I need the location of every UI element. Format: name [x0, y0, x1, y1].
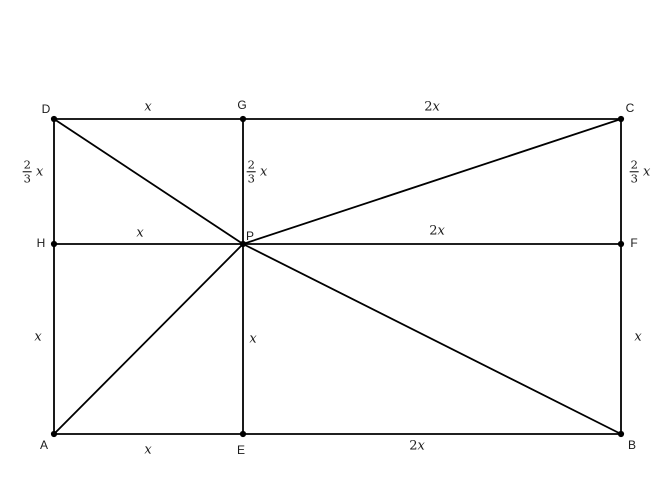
point-G	[239, 115, 247, 123]
point-A	[50, 430, 58, 438]
segment-PB	[242, 243, 622, 435]
point-E	[239, 430, 247, 438]
point-D	[50, 115, 58, 123]
point-P	[239, 240, 247, 248]
point-C	[617, 115, 625, 123]
point-B	[617, 430, 625, 438]
segment-PC	[242, 118, 622, 245]
segment-PA	[53, 243, 244, 435]
segment-PD	[53, 118, 244, 245]
point-H	[50, 240, 58, 248]
point-F	[617, 240, 625, 248]
